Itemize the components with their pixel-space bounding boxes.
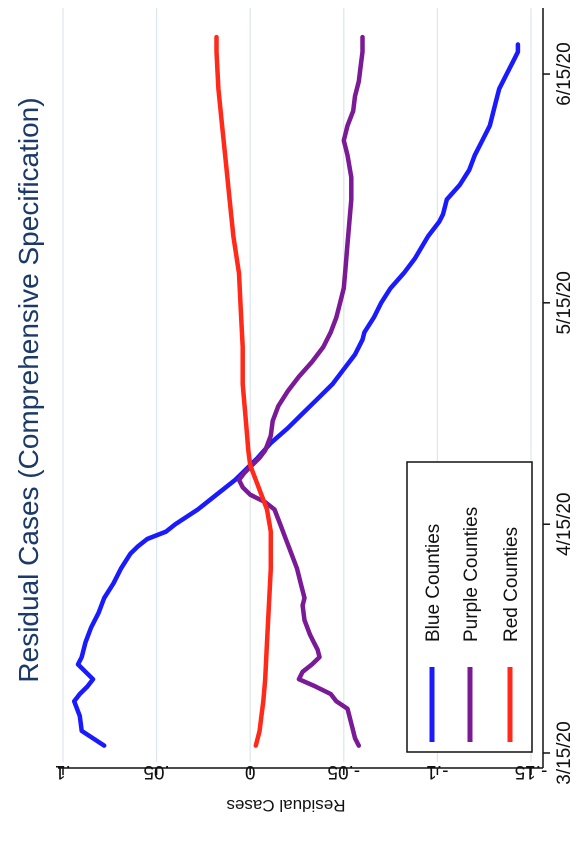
series-line-purple-counties	[236, 34, 365, 748]
x-tick-label: 6/15/20	[554, 42, 575, 105]
chart-title: Residual Cases (Comprehensive Specificat…	[13, 97, 44, 682]
y-tick-label: -.05	[327, 761, 360, 782]
y-tick-label: 0	[245, 761, 256, 782]
y-tick-label: -.1	[426, 761, 448, 782]
series-line-blue-counties	[71, 42, 521, 748]
x-tick-labels: 3/15/20 4/15/20 5/15/20 6/15/20	[554, 42, 575, 784]
series-line-red-counties	[214, 34, 274, 748]
x-tick-label: 4/15/20	[554, 493, 575, 556]
y-tick-label: .1	[55, 761, 71, 782]
legend-label: Blue Counties	[423, 524, 444, 642]
axes	[58, 8, 550, 775]
y-tick-labels: .1 .05 0 -.05 -.1 -.15	[55, 761, 547, 782]
series-lines	[71, 34, 521, 748]
y-axis-label: Residual Cases	[226, 796, 345, 815]
x-tick-label: 5/15/20	[554, 271, 575, 334]
y-tick-label: -.15	[515, 761, 548, 782]
x-tick-label: 3/15/20	[554, 721, 575, 784]
y-tick-label: .05	[143, 761, 169, 782]
legend-label: Red Counties	[501, 527, 522, 642]
legend-label: Purple Counties	[461, 507, 482, 642]
legend: Blue Counties Purple Counties Red Counties	[406, 461, 533, 753]
